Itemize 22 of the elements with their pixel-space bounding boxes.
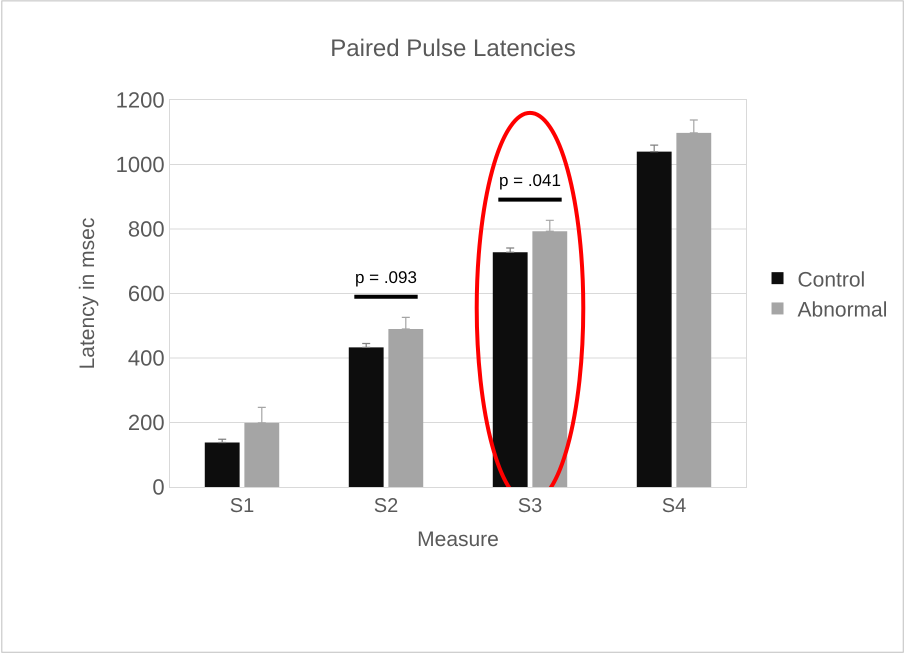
chart-title: Paired Pulse Latencies bbox=[330, 35, 576, 62]
bar bbox=[636, 152, 672, 487]
x-tick-label: S3 bbox=[518, 495, 542, 517]
x-tick-label: S4 bbox=[662, 495, 686, 517]
y-tick-label: 600 bbox=[128, 281, 165, 306]
legend-label: Abnormal bbox=[798, 298, 888, 322]
x-tick-label: S1 bbox=[230, 495, 254, 517]
y-tick-label: 1000 bbox=[116, 152, 165, 178]
y-tick-label: 0 bbox=[152, 474, 165, 500]
bar bbox=[204, 442, 240, 487]
bar bbox=[492, 252, 528, 487]
y-tick-label: 400 bbox=[128, 346, 165, 371]
bar bbox=[348, 347, 384, 487]
x-axis-title: Measure bbox=[417, 528, 499, 552]
legend-label: Control bbox=[798, 268, 866, 292]
y-tick-label: 1200 bbox=[116, 88, 165, 113]
y-tick-label: 200 bbox=[128, 410, 165, 436]
y-axis-title: Latency in msec bbox=[76, 218, 99, 370]
annotation: p = .093 bbox=[355, 268, 417, 287]
y-tick-label: 800 bbox=[128, 216, 165, 242]
x-tick-label: S2 bbox=[374, 495, 398, 517]
annotation: p = .041 bbox=[499, 171, 561, 190]
